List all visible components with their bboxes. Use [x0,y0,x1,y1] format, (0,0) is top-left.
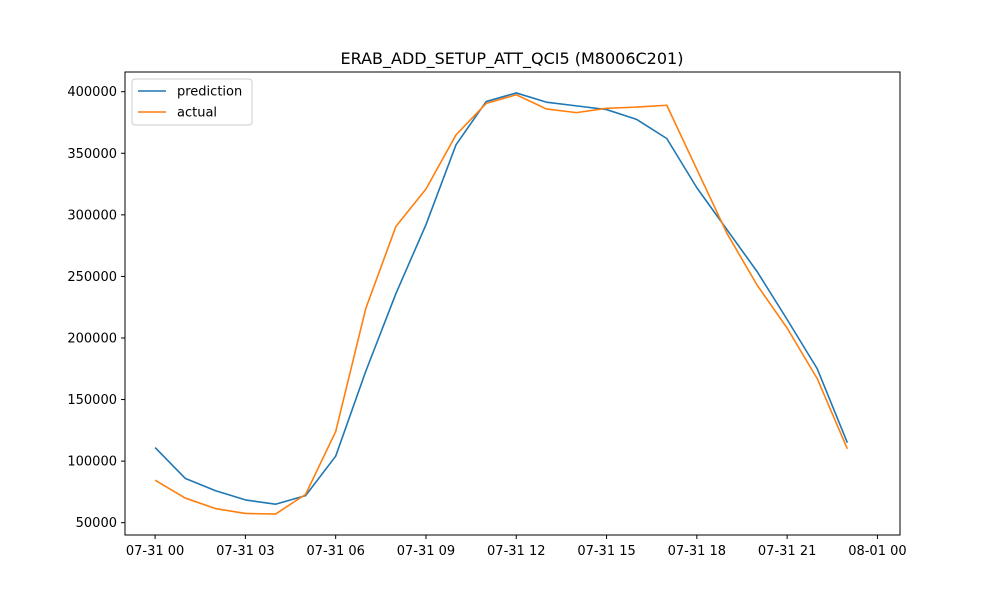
y-tick-label: 350000 [67,147,117,162]
series-line-prediction [154,92,849,506]
x-tick-label: 07-31 21 [758,544,816,559]
legend: prediction actual [131,78,253,126]
chart-title: ERAB_ADD_SETUP_ATT_QCI5 (M8006C201) [341,49,684,69]
y-tick-label: 100000 [67,455,117,470]
x-tick-label: 07-31 06 [306,544,364,559]
plot-frame [124,71,901,536]
x-tick-label: 07-31 12 [487,544,545,559]
x-axis: 07-31 00 07-31 03 07-31 06 07-31 09 07-31 12… [126,535,907,559]
y-tick-label: 250000 [67,270,117,285]
legend-label-prediction: prediction [177,85,242,100]
y-axis: 50000 100000 150000 200000 250000 300000 35000… [67,85,125,531]
x-tick-label: 08-01 00 [848,544,906,559]
x-tick-label: 07-31 00 [126,544,184,559]
x-tick-label: 07-31 15 [577,544,635,559]
x-tick-label: 07-31 03 [216,544,274,559]
x-tick-label: 07-31 09 [397,544,455,559]
x-tick-label: 07-31 18 [668,544,726,559]
series-line-actual [154,93,849,515]
y-tick-label: 50000 [76,516,117,531]
y-tick-label: 300000 [67,208,117,223]
y-tick-label: 150000 [67,393,117,408]
y-tick-label: 400000 [67,85,117,100]
y-tick-label: 200000 [67,331,117,346]
legend-label-actual: actual [177,106,217,121]
series-layer [154,92,849,515]
